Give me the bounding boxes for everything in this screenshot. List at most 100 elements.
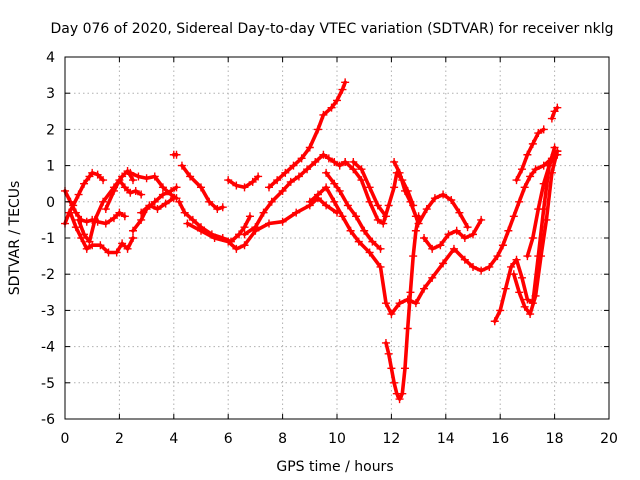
- data-point-marker: [123, 244, 132, 253]
- data-point-marker: [509, 212, 518, 221]
- series-line: [493, 145, 557, 324]
- data-point-marker: [420, 284, 429, 293]
- data-point-marker: [322, 168, 331, 177]
- series-satellite-track-4: [74, 167, 137, 246]
- data-point-marker: [278, 217, 287, 226]
- data-point-marker: [333, 96, 341, 105]
- data-point-marker: [129, 234, 137, 242]
- data-point-marker: [477, 215, 486, 224]
- data-point-marker: [501, 284, 510, 293]
- series-satellite-track-23: [490, 143, 559, 326]
- data-point-marker: [305, 197, 314, 206]
- data-point-marker: [224, 176, 233, 185]
- data-point-marker: [365, 183, 374, 192]
- data-point-marker: [129, 176, 137, 185]
- data-point-marker: [322, 183, 331, 192]
- data-point-marker: [485, 262, 494, 271]
- y-tick-label: -1: [41, 231, 55, 247]
- series-satellite-track-20: [390, 157, 472, 232]
- data-point-marker: [436, 241, 445, 250]
- data-point-marker: [512, 176, 521, 185]
- data-point-marker: [248, 177, 257, 186]
- data-point-marker: [439, 190, 448, 199]
- data-point-marker: [297, 154, 306, 163]
- data-point-marker: [430, 194, 439, 203]
- data-point-marker: [330, 157, 339, 166]
- x-tick-label: 2: [115, 431, 124, 447]
- data-point-marker: [327, 103, 336, 112]
- y-tick-label: -5: [41, 376, 55, 392]
- data-point-marker: [281, 168, 290, 177]
- data-point-marker: [99, 197, 108, 206]
- data-point-marker: [539, 125, 548, 134]
- data-point-marker: [313, 190, 322, 199]
- data-point-marker: [338, 85, 347, 94]
- data-point-marker: [186, 172, 195, 181]
- data-point-marker: [330, 197, 339, 206]
- data-point-marker: [158, 183, 167, 192]
- data-point-marker: [379, 219, 388, 228]
- data-point-marker: [398, 389, 407, 398]
- data-point-marker: [240, 223, 249, 232]
- data-point-marker: [395, 168, 404, 177]
- data-point-marker: [357, 165, 366, 174]
- data-point-marker: [376, 262, 385, 271]
- data-point-marker: [498, 241, 507, 250]
- x-tick-label: 4: [169, 431, 178, 447]
- data-point-marker: [390, 378, 399, 387]
- data-point-marker: [259, 208, 268, 217]
- data-point-marker: [129, 226, 137, 235]
- data-point-marker: [330, 179, 339, 188]
- series-satellite-track-16: [305, 150, 562, 319]
- data-point-marker: [71, 223, 80, 232]
- data-point-marker: [93, 170, 102, 179]
- series-satellite-track-8: [137, 194, 178, 217]
- series-satellite-track-27: [547, 103, 562, 123]
- series-satellite-track-26: [523, 147, 562, 261]
- data-point-marker: [197, 183, 205, 192]
- data-point-marker: [254, 172, 263, 181]
- data-point-marker: [126, 168, 135, 177]
- data-point-marker: [150, 172, 159, 181]
- data-point-marker: [406, 197, 415, 206]
- data-point-marker: [553, 147, 562, 156]
- data-point-marker: [547, 114, 556, 123]
- data-point-marker: [109, 186, 118, 195]
- data-point-marker: [349, 165, 358, 174]
- data-point-marker: [120, 183, 129, 192]
- data-point-marker: [197, 226, 205, 235]
- data-point-marker: [523, 252, 532, 261]
- data-point-marker: [439, 259, 448, 268]
- data-point-marker: [286, 177, 295, 186]
- x-tick-label: 0: [61, 431, 70, 447]
- chart-title: Day 076 of 2020, Sidereal Day-to-day VTE…: [51, 21, 614, 37]
- data-point-marker: [395, 299, 404, 308]
- data-point-marker: [150, 197, 159, 206]
- data-point-marker: [384, 349, 393, 358]
- data-point-marker: [401, 364, 409, 373]
- data-point-marker: [384, 201, 393, 210]
- data-point-marker: [311, 157, 320, 166]
- series-line: [185, 196, 339, 251]
- data-point-marker: [507, 262, 516, 271]
- data-point-marker: [376, 244, 385, 253]
- data-point-marker: [411, 299, 420, 308]
- data-point-marker: [373, 215, 382, 224]
- data-point-marker: [188, 215, 197, 224]
- data-point-marker: [273, 176, 282, 185]
- data-point-marker: [444, 230, 453, 239]
- data-point-marker: [381, 338, 390, 347]
- data-point-marker: [240, 230, 249, 239]
- data-point-marker: [101, 205, 110, 214]
- data-point-marker: [509, 270, 518, 279]
- data-point-marker: [422, 205, 431, 214]
- data-point-marker: [539, 179, 548, 188]
- data-point-marker: [120, 212, 129, 221]
- data-point-marker: [319, 110, 328, 119]
- x-tick-label: 10: [328, 431, 346, 447]
- data-point-marker: [463, 223, 472, 232]
- data-point-marker: [387, 310, 396, 319]
- y-tick-label: 4: [46, 50, 55, 66]
- x-tick-label: 14: [437, 431, 455, 447]
- data-point-marker: [360, 226, 369, 235]
